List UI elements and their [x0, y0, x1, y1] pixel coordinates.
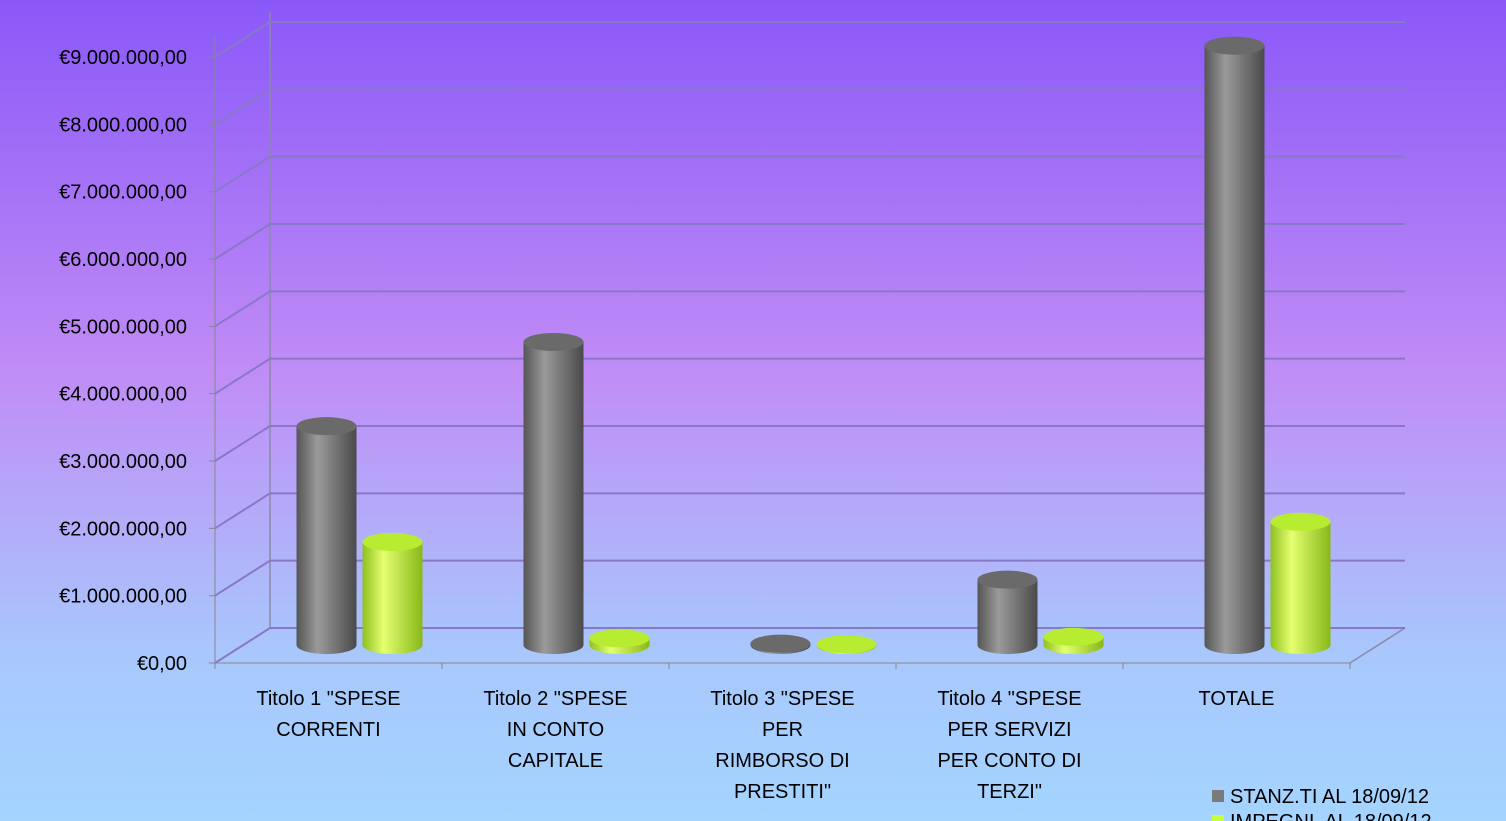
legend-label: IMPEGNI AL 18/09/12: [1230, 811, 1432, 821]
bar: [362, 532, 423, 654]
grid-line: [214, 425, 1405, 462]
grid-line: [214, 88, 1405, 126]
grid-line: [214, 21, 1405, 58]
y-tick-label: €7.000.000,00: [59, 182, 187, 204]
bar-top: [589, 629, 650, 648]
x-tick-label: Titolo 3 "SPESE PER RIMBORSO DI PRESTITI": [710, 688, 854, 803]
bar: [296, 417, 357, 654]
y-tick-label: €0,00: [137, 653, 187, 675]
bar-top: [816, 635, 877, 654]
x-tick-label: Titolo 1 "SPESE CORRENTI: [256, 688, 400, 741]
x-tick-label: Titolo 4 "SPESE PER SERVIZI PER CONTO DI TE…: [937, 688, 1081, 803]
y-tick-label: €2.000.000,00: [59, 518, 187, 540]
bar-body: [1204, 45, 1265, 654]
bar: [750, 634, 811, 654]
bar: [1204, 36, 1265, 654]
bar-body: [1270, 521, 1331, 654]
grid-line: [214, 492, 1405, 530]
bar-top: [977, 570, 1038, 589]
y-tick-label: €3.000.000,00: [59, 451, 187, 473]
grid-line: [214, 357, 1405, 395]
grid-line: [214, 290, 1405, 328]
x-tick-label: Titolo 2 "SPESE IN CONTO CAPITALE: [483, 688, 627, 772]
legend-label: STANZ.TI AL 18/09/12: [1230, 786, 1429, 808]
y-tick-label: €4.000.000,00: [59, 384, 187, 406]
y-tick-label: €1.000.000,00: [59, 586, 187, 608]
bar: [523, 333, 584, 654]
bar-body: [296, 426, 357, 654]
legend-swatch: [1212, 815, 1224, 821]
bar-top: [1204, 36, 1265, 55]
bar-body: [362, 541, 423, 654]
bar-top: [1043, 627, 1104, 646]
bar-body: [523, 342, 584, 654]
y-tick-label: €6.000.000,00: [59, 249, 187, 271]
y-tick-label: €8.000.000,00: [59, 114, 187, 136]
bar: [589, 629, 650, 654]
bar-top: [750, 634, 811, 653]
bar-top: [523, 333, 584, 351]
y-tick-label: €5.000.000,00: [59, 316, 187, 338]
legend-swatch: [1212, 790, 1224, 802]
grid-line: [214, 155, 1405, 193]
grid-line: [214, 559, 1405, 597]
bar: [1270, 512, 1331, 654]
y-tick-label: €9.000.000,00: [59, 47, 187, 69]
grid-line: [214, 223, 1405, 260]
bar: [1043, 627, 1104, 654]
bar: [977, 570, 1038, 654]
bar-top: [296, 417, 357, 436]
x-tick-label: TOTALE: [1199, 688, 1275, 710]
floor-edge: [1349, 627, 1406, 664]
bar-top: [1270, 512, 1331, 531]
bar-top: [362, 532, 423, 551]
bar-body: [977, 579, 1038, 654]
bar: [816, 635, 877, 654]
